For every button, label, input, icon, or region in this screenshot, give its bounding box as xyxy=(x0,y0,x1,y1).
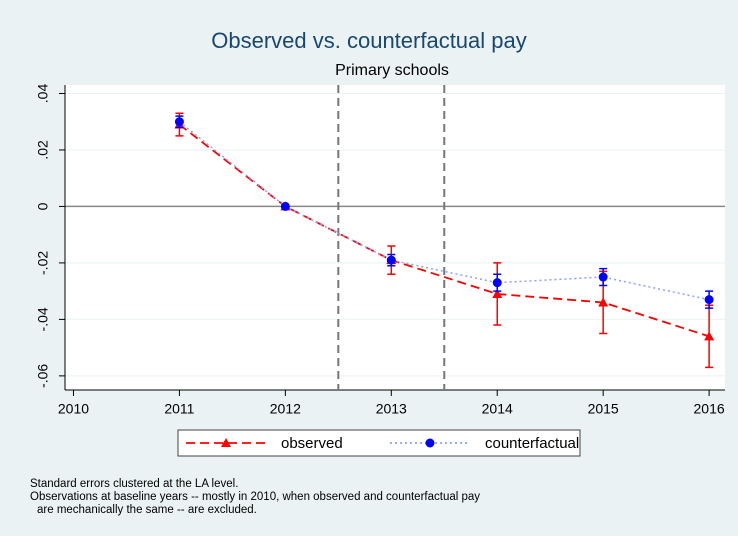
legend-label: observed xyxy=(281,435,343,452)
x-tick-label: 2010 xyxy=(58,401,89,417)
series-line xyxy=(178,121,710,301)
note: are mechanically the same -- are exclude… xyxy=(37,504,257,516)
chart-subtitle: Primary schools xyxy=(335,62,449,79)
y-tick-label: -.06 xyxy=(35,364,51,388)
note: Observations at baseline years -- mostly… xyxy=(30,491,480,503)
point xyxy=(492,288,503,298)
point xyxy=(280,201,290,211)
y-tick-label: 0 xyxy=(35,202,51,210)
point xyxy=(704,295,714,305)
x-tick-label: 2012 xyxy=(270,401,301,417)
x-tick-label: 2016 xyxy=(694,401,725,417)
x-tick-label: 2014 xyxy=(482,401,513,417)
point xyxy=(174,117,184,127)
legend-marker xyxy=(221,438,231,447)
note: Standard errors clustered at the LA leve… xyxy=(30,478,238,490)
chart-title: Observed vs. counterfactual pay xyxy=(211,28,527,53)
x-tick-label: 2011 xyxy=(164,401,194,417)
legend-marker xyxy=(425,438,435,448)
series-line xyxy=(178,123,710,338)
y-tick-label: -.02 xyxy=(35,251,51,275)
point xyxy=(704,331,715,341)
point xyxy=(386,255,396,265)
x-tick-label: 2015 xyxy=(588,401,619,417)
y-tick-label: .02 xyxy=(35,140,51,160)
point xyxy=(492,278,502,288)
y-tick-label: .04 xyxy=(35,84,51,104)
y-tick-label: -.04 xyxy=(35,307,51,331)
legend-label: counterfactual xyxy=(485,435,579,452)
point xyxy=(598,272,608,282)
plot-area xyxy=(65,85,725,390)
x-tick-label: 2013 xyxy=(376,401,407,417)
point xyxy=(598,297,609,307)
